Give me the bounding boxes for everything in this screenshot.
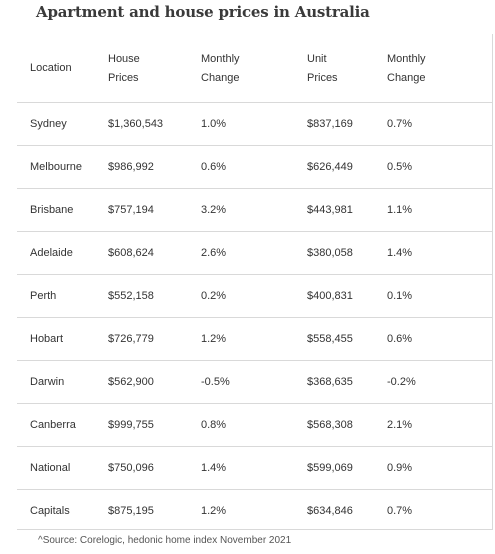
location-cell: Sydney	[30, 117, 67, 130]
location-cell: Perth	[30, 289, 57, 302]
house-price-cell: $726,779	[108, 332, 154, 345]
location-cell: Capitals	[30, 504, 70, 517]
unit-price-cell: $568,308	[307, 418, 353, 431]
table-row: Capitals $875,195 1.2% $634,846 0.7%	[17, 489, 493, 532]
location-cell: Adelaide	[30, 246, 73, 259]
location-cell: Darwin	[30, 375, 65, 388]
location-cell: Melbourne	[30, 160, 82, 173]
header-unit-monthly-change-line-1: Monthly	[387, 53, 426, 65]
location-cell: National	[30, 461, 71, 474]
table-row: Hobart $726,779 1.2% $558,455 0.6%	[17, 317, 493, 360]
unit-change-cell: 0.6%	[387, 332, 413, 345]
house-change-cell: 0.6%	[201, 160, 227, 173]
house-price-cell: $552,158	[108, 289, 154, 302]
unit-change-cell: -0.2%	[387, 375, 416, 388]
header-unit-monthly-change: Monthly Change	[387, 50, 426, 118]
header-unit-monthly-change-line-2: Change	[387, 72, 426, 84]
table-header-row: Location House Prices Monthly Change Uni…	[17, 34, 493, 102]
house-price-cell: $875,195	[108, 504, 154, 517]
house-change-cell: 0.2%	[201, 289, 227, 302]
table-row: Melbourne $986,992 0.6% $626,449 0.5%	[17, 145, 493, 188]
header-house-monthly-change: Monthly Change	[201, 50, 240, 118]
table-title: Apartment and house prices in Australia	[36, 3, 370, 21]
unit-price-cell: $634,846	[307, 504, 353, 517]
header-location-line-1: Location	[30, 62, 72, 74]
unit-price-cell: $626,449	[307, 160, 353, 173]
header-unit-prices-line-1: Unit	[307, 53, 327, 65]
house-price-cell: $1,360,543	[108, 117, 164, 130]
house-change-cell: -0.5%	[201, 375, 230, 388]
unit-change-cell: 1.4%	[387, 246, 413, 259]
house-change-cell: 1.2%	[201, 332, 227, 345]
header-unit-prices-line-2: Prices	[307, 72, 338, 84]
unit-change-cell: 0.9%	[387, 461, 413, 474]
table-row: Canberra $999,755 0.8% $568,308 2.1%	[17, 403, 493, 446]
unit-change-cell: 0.1%	[387, 289, 413, 302]
unit-price-cell: $837,169	[307, 117, 353, 130]
table-row: National $750,096 1.4% $599,069 0.9%	[17, 446, 493, 489]
house-change-cell: 1.4%	[201, 461, 227, 474]
table-row: Brisbane $757,194 3.2% $443,981 1.1%	[17, 188, 493, 231]
unit-change-cell: 0.7%	[387, 504, 413, 517]
unit-change-cell: 2.1%	[387, 418, 413, 431]
house-change-cell: 1.2%	[201, 504, 227, 517]
house-price-cell: $986,992	[108, 160, 154, 173]
table-row: Adelaide $608,624 2.6% $380,058 1.4%	[17, 231, 493, 274]
unit-change-cell: 0.7%	[387, 117, 413, 130]
house-price-cell: $750,096	[108, 461, 154, 474]
unit-change-cell: 1.1%	[387, 203, 413, 216]
location-cell: Hobart	[30, 332, 64, 345]
price-table: Location House Prices Monthly Change Uni…	[17, 34, 493, 529]
header-house-prices-line-2: Prices	[108, 72, 139, 84]
unit-change-cell: 0.5%	[387, 160, 413, 173]
table-row: Sydney $1,360,543 1.0% $837,169 0.7%	[17, 102, 493, 145]
table-bottom-divider	[17, 529, 493, 530]
unit-price-cell: $599,069	[307, 461, 353, 474]
unit-price-cell: $443,981	[307, 203, 353, 216]
table-row: Darwin $562,900 -0.5% $368,635 -0.2%	[17, 360, 493, 403]
house-price-cell: $999,755	[108, 418, 154, 431]
house-change-cell: 1.0%	[201, 117, 227, 130]
house-change-cell: 2.6%	[201, 246, 227, 259]
house-price-cell: $608,624	[108, 246, 154, 259]
house-price-cell: $757,194	[108, 203, 154, 216]
header-location: Location	[30, 59, 72, 127]
header-house-monthly-change-line-2: Change	[201, 72, 240, 84]
header-unit-prices: Unit Prices	[307, 50, 338, 118]
unit-price-cell: $400,831	[307, 289, 353, 302]
location-cell: Brisbane	[30, 203, 74, 216]
unit-price-cell: $380,058	[307, 246, 353, 259]
source-note: ^Source: Corelogic, hedonic home index N…	[38, 535, 292, 546]
table-row: Perth $552,158 0.2% $400,831 0.1%	[17, 274, 493, 317]
house-change-cell: 0.8%	[201, 418, 227, 431]
location-cell: Canberra	[30, 418, 76, 431]
header-house-monthly-change-line-1: Monthly	[201, 53, 240, 65]
unit-price-cell: $368,635	[307, 375, 353, 388]
header-house-prices-line-1: House	[108, 53, 140, 65]
header-house-prices: House Prices	[108, 50, 140, 118]
house-price-cell: $562,900	[108, 375, 154, 388]
house-change-cell: 3.2%	[201, 203, 227, 216]
unit-price-cell: $558,455	[307, 332, 353, 345]
